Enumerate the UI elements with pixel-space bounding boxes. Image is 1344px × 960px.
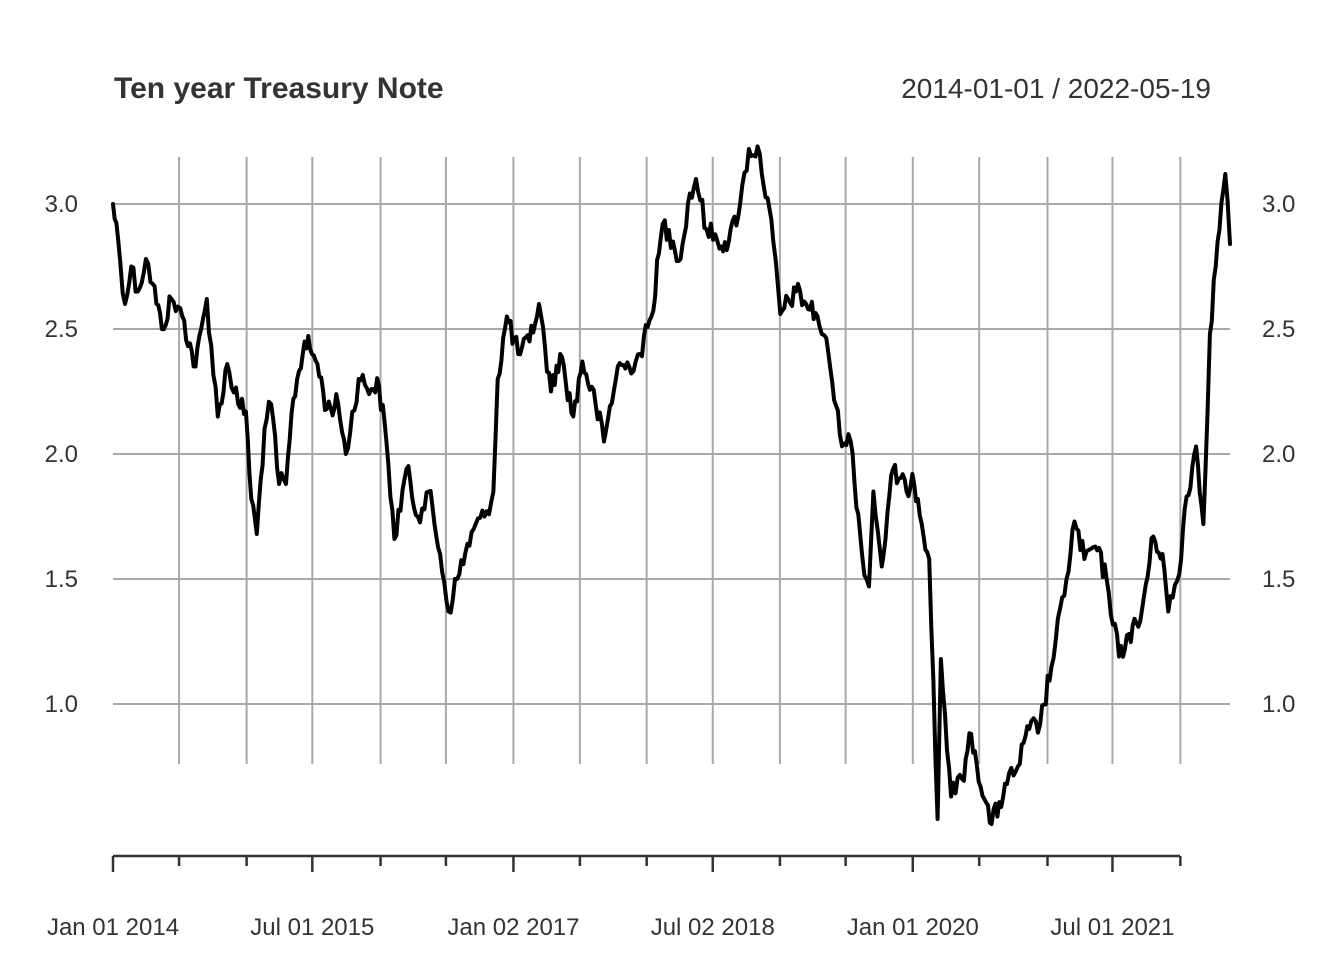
chart-title: Ten year Treasury Note — [114, 72, 444, 105]
y-tick-label-left: 2.5 — [45, 316, 78, 343]
x-tick-label: Jan 01 2014 — [47, 914, 179, 941]
x-tick-label: Jul 01 2015 — [250, 914, 374, 941]
y-tick-label-right: 3.0 — [1262, 191, 1295, 218]
y-tick-label-left: 1.0 — [45, 691, 78, 718]
y-axis-right-labels: 1.0 1.5 2.0 2.5 3.0 — [1262, 191, 1295, 718]
y-tick-label-right: 1.0 — [1262, 691, 1295, 718]
y-tick-label-right: 2.5 — [1262, 316, 1295, 343]
y-tick-label-left: 1.5 — [45, 566, 78, 593]
date-range-label: 2014-01-01 / 2022-05-19 — [901, 73, 1211, 104]
y-tick-label-right: 1.5 — [1262, 566, 1295, 593]
y-axis-left-labels: 1.0 1.5 2.0 2.5 3.0 — [45, 191, 78, 718]
x-axis: Jan 01 2014 Jul 01 2015 Jan 02 2017 Jul 02 … — [47, 854, 1182, 941]
x-tick-label: Jul 02 2018 — [651, 914, 775, 941]
series-line-ten-year-yield — [111, 144, 1232, 826]
gridlines — [113, 157, 1230, 764]
y-tick-label-left: 2.0 — [45, 441, 78, 468]
x-tick-label: Jan 01 2020 — [847, 914, 979, 941]
y-tick-label-left: 3.0 — [45, 191, 78, 218]
y-tick-label-right: 2.0 — [1262, 441, 1295, 468]
x-tick-label: Jul 01 2021 — [1050, 914, 1174, 941]
x-tick-label: Jan 02 2017 — [447, 914, 579, 941]
